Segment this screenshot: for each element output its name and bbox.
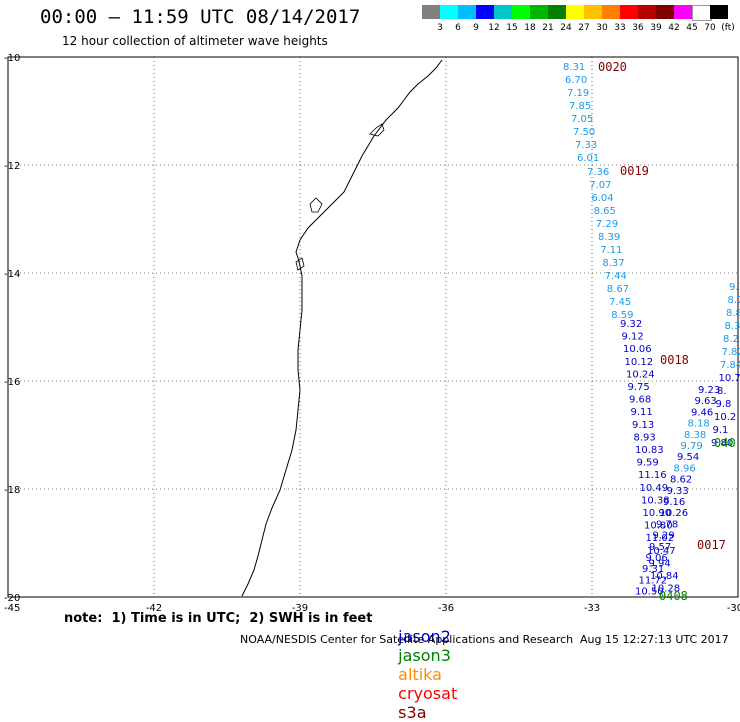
swh-value: 8.37 [602, 258, 624, 269]
swh-value: 9.12 [622, 332, 644, 343]
swh-value: 6.01 [577, 153, 599, 164]
swh-value: 7.05 [571, 114, 593, 125]
track-id-label: 0019 [620, 164, 649, 178]
swh-value: 7.07 [589, 180, 611, 191]
swh-value: 11.72 [639, 575, 668, 586]
track-id-label: 040 [714, 436, 736, 450]
swh-value: 8. [717, 386, 727, 397]
swh-value: 8.93 [634, 432, 656, 443]
swh-value: 9.1 [713, 425, 729, 436]
swh-value: 7.29 [596, 219, 618, 230]
swh-value: 7.36 [587, 167, 609, 178]
swh-value: 9.75 [628, 382, 650, 393]
track-id-label: 0408 [659, 589, 688, 603]
swh-value: 9.68 [629, 395, 651, 406]
swh-value: 7.44 [605, 271, 627, 282]
swh-value: 10.12 [625, 357, 654, 368]
swh-value: 11.16 [638, 470, 667, 481]
coastline-bay [310, 198, 322, 212]
swh-value: 7.11 [600, 245, 622, 256]
swh-value: 9.33 [667, 486, 689, 497]
track-id-label: 0020 [598, 60, 627, 74]
swh-value: 10.83 [635, 445, 664, 456]
swh-value: 9.46 [691, 407, 713, 418]
track-id-label: 0018 [660, 353, 689, 367]
satellite-legend: jason2 jason3 altika cryosat s3a [388, 608, 465, 722]
x-tick-label: -30 [727, 603, 740, 614]
swh-value: 7.84 [720, 360, 740, 371]
swh-value: 8.62 [670, 475, 692, 486]
swh-value: 10.24 [626, 369, 655, 380]
swh-value: 9.1 [729, 282, 740, 293]
swh-value: 8.67 [607, 284, 629, 295]
wave-height-map: -42-39-36-33-30-10-12-14-16-18-20-458.31… [0, 0, 740, 650]
swh-value: 9.59 [637, 458, 659, 469]
swh-value: 9.57 [649, 542, 671, 553]
swh-value: 9.06 [646, 553, 668, 564]
swh-value: 7.45 [609, 297, 631, 308]
legend-altika: altika [398, 665, 442, 684]
swh-value: 7.33 [575, 140, 597, 151]
swh-value: 8.8 [726, 308, 740, 319]
swh-value: 9.63 [695, 396, 717, 407]
legend-jason3: jason3 [398, 646, 451, 665]
swh-value: 6.04 [591, 193, 613, 204]
swh-value: 9.32 [620, 319, 642, 330]
coastline [242, 60, 442, 596]
swh-value: 10.2 [714, 412, 736, 423]
y-tick-label: -16 [4, 377, 20, 388]
swh-value: 8.38 [684, 430, 706, 441]
y-tick-label: -14 [4, 269, 20, 280]
swh-value: 8.34 [725, 321, 740, 332]
swh-value: 8.96 [674, 463, 696, 474]
swh-value: 7.82 [722, 347, 740, 358]
legend-s3a: s3a [398, 703, 426, 722]
swh-value: 9.31 [642, 564, 664, 575]
swh-value: 9.29 [653, 531, 675, 542]
swh-value: 9.54 [677, 452, 699, 463]
swh-value: 8.18 [688, 419, 710, 430]
track-id-label: 0017 [697, 538, 726, 552]
swh-value: 9.79 [681, 441, 703, 452]
swh-value: 10.26 [660, 508, 689, 519]
y-tick-label: -12 [4, 161, 20, 172]
corner-tick-label: -45 [4, 603, 20, 614]
swh-value: 9.16 [663, 497, 685, 508]
swh-value: 9.11 [631, 407, 653, 418]
legend-cryosat: cryosat [398, 684, 457, 703]
swh-value: 7.85 [569, 101, 591, 112]
credit-line: NOAA/NESDIS Center for Satellite Applica… [240, 633, 573, 646]
swh-value: 9.8 [716, 399, 732, 410]
swh-value: 7.19 [567, 88, 589, 99]
swh-value: 10.49 [640, 483, 669, 494]
units-note: note: 1) Time is in UTC; 2) SWH is in fe… [64, 611, 372, 626]
y-tick-label: -10 [4, 53, 20, 64]
x-tick-label: -33 [584, 603, 600, 614]
swh-value: 10.76 [719, 373, 740, 384]
swh-value: 6.70 [565, 75, 587, 86]
swh-value: 9.13 [632, 420, 654, 431]
swh-value: 8.39 [598, 232, 620, 243]
swh-value: 8.7 [728, 295, 740, 306]
y-tick-label: -18 [4, 485, 20, 496]
swh-value: 8.31 [563, 62, 585, 73]
swh-value: 8.65 [594, 206, 616, 217]
swh-value: 10.06 [623, 344, 652, 355]
swh-value: 9.78 [656, 519, 678, 530]
swh-value: 8.22 [723, 334, 740, 345]
swh-value: 7.50 [573, 127, 595, 138]
generated-timestamp: Aug 15 12:27:13 UTC 2017 [580, 633, 729, 646]
